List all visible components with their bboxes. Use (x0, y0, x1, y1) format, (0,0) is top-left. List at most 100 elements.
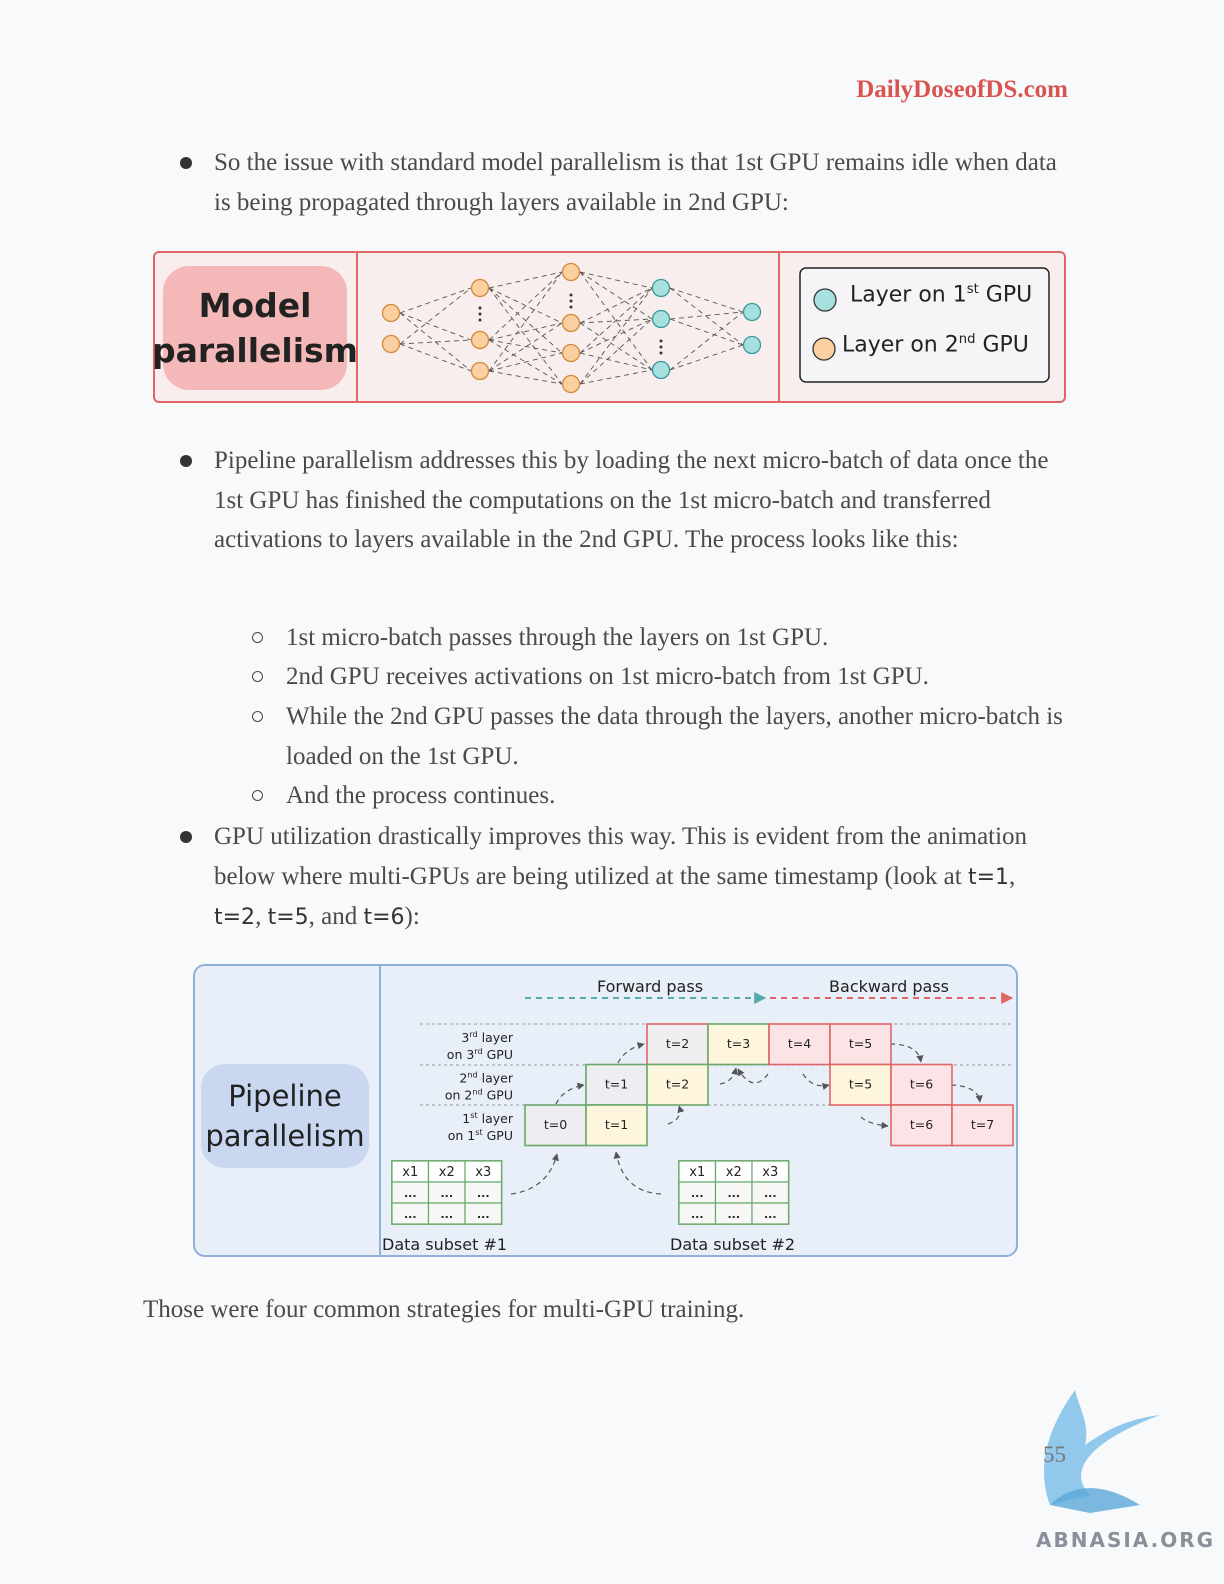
text-run: on 2 (445, 1088, 473, 1103)
neuron (561, 343, 581, 363)
table-text: x1 (689, 1165, 705, 1180)
ellipsis-dot (569, 293, 573, 297)
sup: st (475, 1127, 482, 1137)
layer-label: on 2nd GPU (445, 1087, 513, 1103)
figure-label: Pipeline parallelism (201, 1064, 369, 1168)
text-run: 2 (459, 1071, 467, 1086)
sup: rd (469, 1029, 477, 1039)
text-run: on 1 (448, 1128, 476, 1143)
connection (669, 311, 744, 320)
text-run: , (255, 903, 268, 930)
sub-item: And the process continues. (252, 776, 1066, 816)
code: t=1 (967, 864, 1010, 890)
text-run: on 3 (447, 1047, 475, 1062)
time-label: t=6 (910, 1077, 933, 1092)
time-label: t=0 (544, 1117, 567, 1132)
text-run: GPU (483, 1047, 513, 1062)
watermark-logo (1044, 1390, 1160, 1513)
time-cell (951, 1104, 1014, 1147)
table-text: ... (691, 1208, 704, 1221)
table-text: x2 (439, 1165, 455, 1180)
sub-item: While the 2nd GPU passes the data throug… (252, 697, 1066, 776)
text-run: GPU (975, 332, 1029, 358)
sup: st (470, 1110, 477, 1120)
subset-caption: Data subset #2 (670, 1235, 795, 1254)
text-run: ): (404, 903, 420, 930)
time-label: t=5 (849, 1036, 872, 1051)
connection (579, 287, 653, 385)
table-text: ... (727, 1208, 740, 1221)
neuron (742, 335, 762, 355)
table-text: ... (727, 1187, 740, 1200)
bullet: So the issue with standard model paralle… (180, 143, 1066, 222)
text-run: , (1009, 862, 1016, 890)
sup: nd (472, 1087, 482, 1097)
sub-item-text: 2nd GPU receives activations on 1st micr… (286, 663, 929, 690)
connection (579, 271, 653, 289)
connection (488, 271, 563, 341)
connection (488, 271, 563, 289)
connection (579, 369, 653, 385)
neuron (561, 374, 581, 394)
connection (579, 287, 653, 354)
legend-entry: Layer on 2nd GPU (842, 332, 1029, 357)
ellipsis-dot (659, 345, 663, 349)
time-cell (585, 1104, 648, 1147)
table-text: ... (440, 1187, 453, 1200)
time-label: t=7 (971, 1117, 994, 1132)
connection (669, 287, 744, 346)
connection (488, 322, 563, 341)
arrow-label: Forward pass (597, 977, 703, 996)
table-cell (751, 1202, 790, 1225)
neuron (470, 330, 490, 350)
table-text: x1 (402, 1165, 418, 1180)
time-label: t=2 (666, 1036, 689, 1051)
time-label: t=5 (849, 1077, 872, 1092)
code: t=5 (267, 905, 309, 930)
sub-item: 2nd GPU receives activations on 1st micr… (252, 657, 1066, 697)
text-run: GPU utilization drastically improves thi… (214, 823, 1028, 890)
time-cell (707, 1023, 770, 1066)
time-label: t=1 (605, 1077, 628, 1092)
connection (488, 287, 563, 354)
connection (488, 370, 563, 385)
connection (488, 287, 563, 385)
ellipsis-dot (569, 305, 573, 309)
sup: nd (467, 1070, 477, 1080)
connection (579, 322, 653, 371)
text-run: layer (478, 1071, 514, 1086)
connection (399, 287, 472, 314)
text-run: Layer on 1 (850, 282, 967, 308)
connection (579, 287, 653, 324)
connection (399, 312, 472, 372)
time-cell (646, 1023, 709, 1066)
page-number: 55 (1043, 1442, 1066, 1467)
neuron (470, 278, 490, 298)
layer-label: 3rd layer (461, 1029, 513, 1045)
sub-item-text: 1st micro-batch passes through the layer… (286, 624, 829, 651)
table-text: ... (440, 1208, 453, 1221)
connection (488, 339, 563, 354)
text-run: layer (478, 1030, 514, 1045)
connection (579, 318, 653, 385)
time-cell (646, 1063, 709, 1106)
layer-label: 1st layer (462, 1110, 514, 1126)
bullet-text: Pipeline parallelism addresses this by l… (214, 447, 1049, 553)
text-run: 1 (462, 1111, 470, 1126)
bullet: Pipeline parallelism addresses this by l… (180, 441, 1066, 560)
time-cell (768, 1023, 831, 1066)
text-run: 3 (461, 1030, 469, 1045)
time-label: t=1 (605, 1117, 628, 1132)
connection (399, 312, 472, 341)
connection (669, 311, 744, 371)
layer-label: 2nd layer (459, 1070, 513, 1086)
neuron (651, 309, 671, 329)
time-label: t=3 (727, 1036, 750, 1051)
table-text: x3 (762, 1165, 778, 1180)
bullet-text: GPU utilization drastically improves thi… (214, 823, 1027, 930)
connection (579, 271, 653, 371)
connection (579, 271, 653, 320)
time-label: t=6 (910, 1117, 933, 1132)
